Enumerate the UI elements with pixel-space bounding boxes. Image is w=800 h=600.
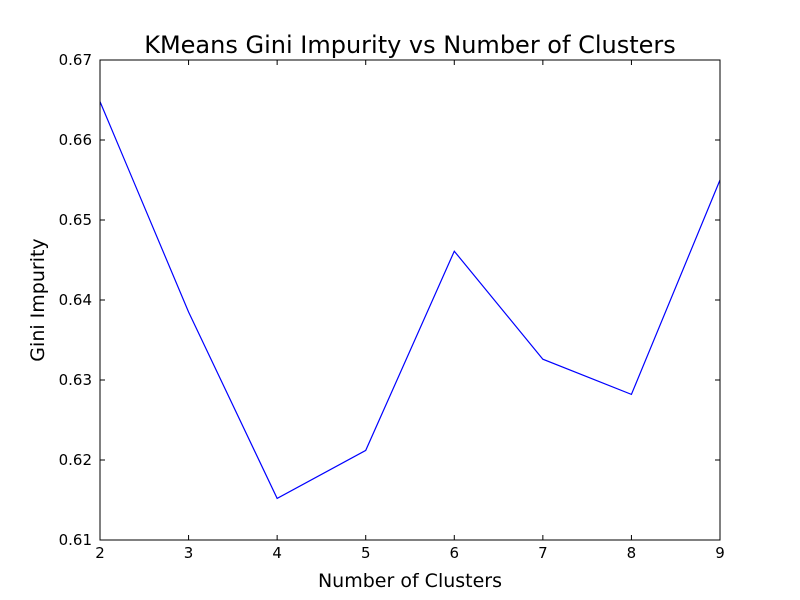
ticks-layer: 2 3 4 5 6 7 8 9 0.61 0.62 0.63 0.64 0.65 0.66 0.67 [59,51,725,562]
x-tick-label: 7 [538,544,548,562]
x-axis-label: Number of Clusters [318,570,502,592]
y-axis-label: Gini Impurity [27,238,49,361]
x-tick-label: 4 [272,544,282,562]
plot-area-frame [99,59,721,541]
x-tick-label: 2 [95,544,105,562]
x-tick-label: 8 [627,544,637,562]
y-tick-label: 0.66 [59,131,92,149]
x-tick-label: 6 [450,544,460,562]
x-tick-label: 3 [184,544,194,562]
x-tick-label: 5 [361,544,371,562]
y-tick-label: 0.63 [59,371,92,389]
series-line [99,101,721,500]
y-tick-label: 0.65 [59,211,92,229]
series-layer [99,101,721,500]
y-tick-label: 0.67 [59,51,92,69]
y-tick-label: 0.64 [59,291,92,309]
chart-title: KMeans Gini Impurity vs Number of Cluste… [144,31,676,59]
x-tick-label: 9 [715,544,725,562]
y-tick-label: 0.61 [59,531,92,549]
y-tick-label: 0.62 [59,451,92,469]
